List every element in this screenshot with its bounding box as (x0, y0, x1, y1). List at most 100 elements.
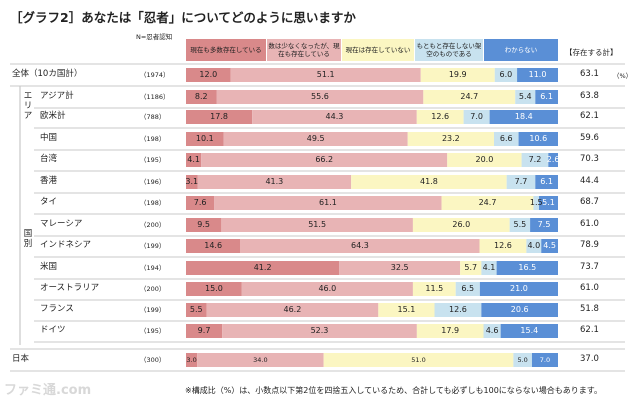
bar-segment (496, 261, 558, 275)
bar-value-label: 4.5 (543, 241, 556, 250)
bar-value-label: 66.2 (315, 155, 334, 164)
bar-segment (186, 282, 242, 296)
row-total: 61.0 (580, 283, 599, 293)
n-label: N=忍者認知 (136, 33, 173, 41)
bar-segment (479, 282, 558, 296)
bar-segment (463, 110, 490, 124)
bar-segment (186, 68, 231, 82)
bar-value-label: 51.0 (411, 355, 426, 364)
bar-segment (500, 324, 558, 338)
bar-value-label: 44.3 (325, 112, 344, 121)
bar-value-label: 8.2 (194, 92, 208, 101)
row-label: 香港 (40, 176, 58, 186)
bar-value-label: 9.7 (197, 326, 211, 335)
bar-value-label: 21.0 (510, 284, 528, 293)
row-label: 全体（10カ国計） (12, 69, 83, 79)
bar-value-label: 64.3 (351, 241, 369, 250)
row-n: （194） (140, 264, 166, 272)
bar-segment (230, 68, 421, 82)
row-label: 日本 (12, 354, 30, 364)
bar-value-label: 49.5 (306, 134, 325, 143)
row-total: 44.4 (580, 176, 599, 186)
row-n: （195） (140, 327, 166, 335)
bar-segment (186, 353, 198, 367)
row-total: 62.1 (580, 111, 599, 121)
row-total: 37.0 (580, 354, 599, 364)
row-n: （198） (140, 199, 166, 207)
bar-segment (509, 218, 531, 232)
row-total: 63.1 (580, 69, 599, 79)
bar-segment (481, 303, 558, 317)
bar-value-label: 5.4 (518, 92, 532, 101)
bar-segment (241, 282, 413, 296)
bar-value-label: 32.5 (390, 263, 409, 272)
bar-value-label: 15.4 (520, 326, 539, 335)
bar-segment (214, 196, 442, 210)
bar-value-label: 51.5 (308, 220, 327, 229)
bar-value-label: 41.2 (253, 263, 272, 272)
row-n: （1186） (140, 93, 170, 101)
bar-value-label: 3.1 (185, 177, 199, 186)
group-label-area: エリア (23, 91, 33, 121)
bar-value-label: 4.1 (187, 155, 200, 164)
bar-segment (222, 324, 417, 338)
bar-value-label: 14.6 (204, 241, 223, 250)
row-total: 68.7 (580, 197, 599, 207)
bar-value-label: 19.9 (448, 70, 467, 79)
bar-segment (186, 110, 253, 124)
row-label: マレーシア (40, 219, 83, 229)
bar-value-label: 17.9 (441, 326, 460, 335)
bar-value-label: 12.6 (494, 241, 512, 250)
bar-segment (434, 303, 482, 317)
bar-value-label: 4.0 (527, 241, 541, 250)
row-n: （788） (140, 113, 166, 121)
bar-value-label: 7.0 (539, 355, 551, 364)
bar-segment (533, 196, 540, 210)
bar-value-label: 6.1 (540, 92, 554, 101)
bar-segment (416, 110, 464, 124)
bar-segment (252, 110, 417, 124)
bar-segment (407, 132, 495, 146)
bar-segment (240, 239, 480, 253)
bar-segment (412, 282, 456, 296)
bar-value-label: 20.6 (510, 305, 529, 314)
bar-segment (479, 239, 527, 253)
bar-value-label: 7.6 (193, 198, 207, 207)
row-label: インドネシア (40, 240, 92, 250)
bar-value-label: 5.1 (542, 198, 555, 207)
bar-value-label: 5.7 (464, 263, 478, 272)
bar-segment (339, 261, 461, 275)
bar-segment (186, 303, 207, 317)
header-label-1: 数は少なくなったが、現在も存在している (267, 39, 341, 61)
bar-value-label: 24.7 (478, 198, 497, 207)
row-label: 中国 (40, 133, 58, 143)
bar-value-label: 52.3 (310, 326, 329, 335)
row-n: （195） (140, 156, 166, 164)
bar-segment (186, 132, 224, 146)
bar-value-label: 3.0 (186, 355, 197, 364)
bar-value-label: 17.8 (210, 112, 228, 121)
bar-segment (455, 282, 480, 296)
bar-segment (526, 239, 542, 253)
bar-segment (186, 175, 198, 189)
bar-value-label: 10.1 (195, 134, 214, 143)
bar-value-label: 4.1 (482, 263, 496, 272)
row-n: （198） (140, 135, 166, 143)
row-n: （196） (140, 178, 166, 186)
bar-value-label: 7.0 (470, 112, 483, 121)
footnote: ※構成比（%）は、小数点以下第2位を四捨五入しているため、合計しても必ずしも10… (185, 386, 602, 395)
bar-segment (489, 110, 558, 124)
bar-segment (201, 153, 448, 167)
bar-value-label: 11.5 (425, 284, 444, 293)
row-total: 62.1 (580, 325, 599, 335)
bar-value-label: 1.5 (529, 198, 543, 207)
bar-segment (186, 196, 215, 210)
bar-segment (197, 353, 324, 367)
row-n: （300） (140, 356, 166, 364)
bar-segment (441, 196, 534, 210)
bar-segment (535, 90, 558, 104)
row-label: オーストラリア (40, 283, 100, 293)
row-n: （199） (140, 242, 166, 250)
row-total: 78.9 (580, 240, 599, 250)
bar-segment (420, 68, 495, 82)
